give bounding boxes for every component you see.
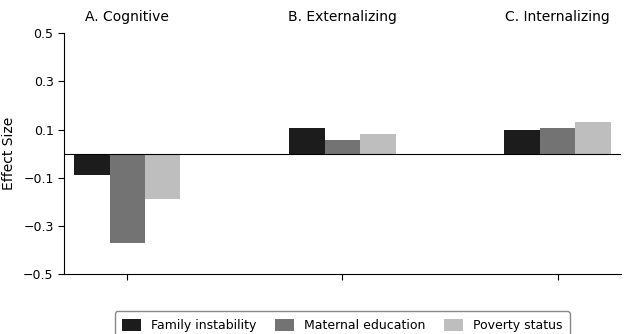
Bar [74,154,109,175]
Bar [575,122,611,154]
Bar [360,134,396,154]
Bar [324,140,360,154]
Legend: Family instability, Maternal education, Poverty status: Family instability, Maternal education, … [115,311,570,334]
Bar [109,154,145,242]
Bar [289,128,324,154]
Text: B. Externalizing: B. Externalizing [288,10,397,24]
Bar [145,154,180,199]
Text: C. Internalizing: C. Internalizing [505,10,610,24]
Y-axis label: Effect Size: Effect Size [2,117,16,190]
Bar [540,128,575,154]
Text: A. Cognitive: A. Cognitive [85,10,169,24]
Bar [504,130,540,154]
